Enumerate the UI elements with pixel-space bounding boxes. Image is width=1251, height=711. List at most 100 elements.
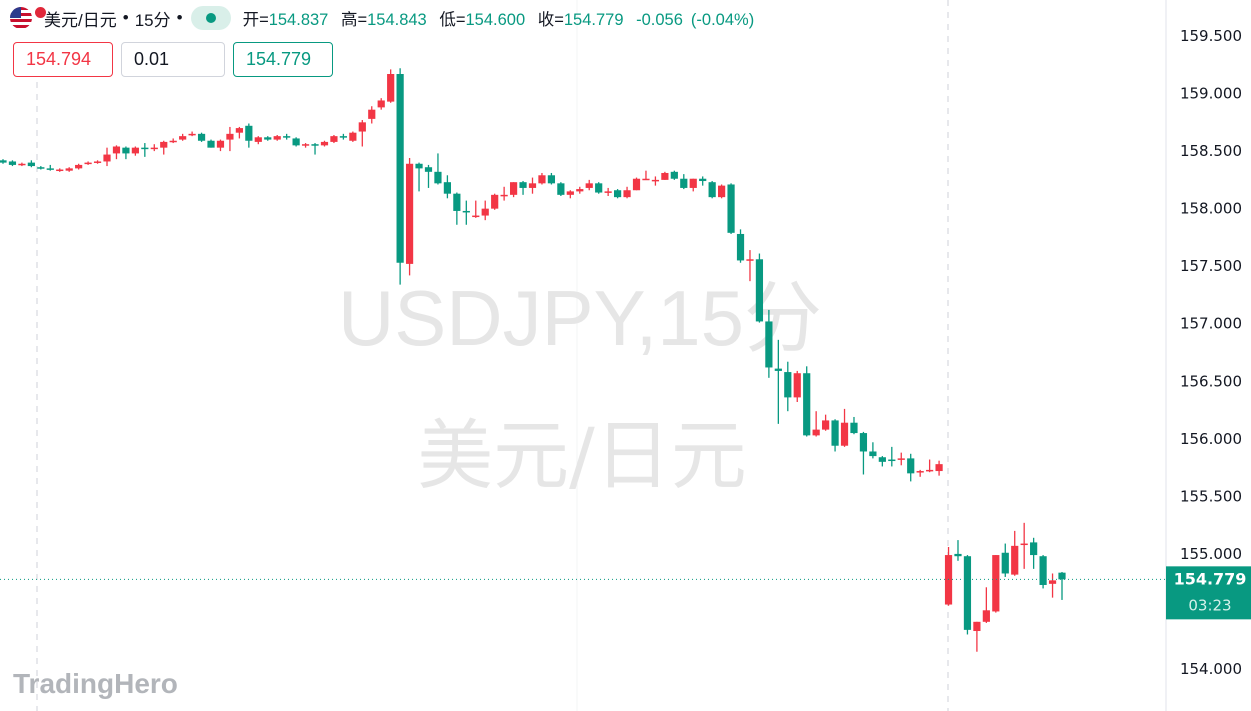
- candle: [538, 172, 546, 185]
- candle-body: [718, 185, 726, 198]
- logo: TradingHero: [13, 668, 178, 699]
- price-tick-label: 156.500: [1180, 372, 1242, 390]
- candle: [926, 459, 934, 473]
- candle: [1001, 543, 1009, 577]
- candle-body: [916, 471, 924, 473]
- candle-body: [869, 451, 877, 457]
- candle-body: [623, 190, 631, 198]
- candle-body: [613, 190, 622, 198]
- candle: [935, 460, 943, 476]
- candle: [954, 540, 962, 561]
- candle: [1039, 555, 1047, 589]
- candle: [264, 136, 272, 141]
- candle: [982, 587, 990, 623]
- candle-body: [699, 178, 707, 182]
- candle: [1030, 537, 1038, 569]
- candle-body: [784, 372, 792, 398]
- close-label: 收=: [537, 11, 564, 29]
- candle-body: [954, 553, 962, 557]
- candle: [27, 160, 35, 168]
- candle-body: [141, 147, 149, 150]
- candle-body: [1048, 580, 1057, 584]
- market-status-pill[interactable]: [190, 6, 231, 30]
- candle-body: [642, 178, 650, 181]
- candle: [254, 136, 262, 145]
- candle: [18, 162, 26, 167]
- candle: [680, 174, 688, 190]
- candle: [245, 123, 253, 148]
- candle-body: [84, 162, 92, 165]
- low-value: 154.600: [465, 11, 526, 29]
- candle-body: [1011, 545, 1019, 575]
- candle-body: [46, 168, 54, 170]
- price-tick-label: 157.000: [1180, 315, 1242, 333]
- candle: [320, 140, 329, 147]
- sell-button[interactable]: 154.794: [13, 42, 113, 77]
- candle: [718, 184, 726, 199]
- candle-body: [65, 168, 73, 171]
- candle: [169, 138, 177, 144]
- price-tick-label: 157.500: [1180, 257, 1242, 275]
- buy-button[interactable]: 154.779: [233, 42, 333, 77]
- candle: [595, 182, 603, 194]
- candle-body: [405, 163, 414, 264]
- jp-flag-icon: [34, 6, 47, 19]
- candle-body: [727, 184, 735, 233]
- candle: [339, 133, 347, 140]
- candle: [831, 419, 839, 452]
- candle: [869, 442, 877, 459]
- candle-body: [339, 136, 347, 138]
- candle: [500, 186, 508, 201]
- candle: [235, 126, 243, 139]
- candle: [330, 134, 338, 144]
- candle-body: [93, 161, 102, 163]
- watermark-symbol: USDJPY,15分: [338, 274, 822, 362]
- candle-body: [75, 164, 83, 169]
- candle: [1011, 530, 1019, 576]
- candle-body: [197, 133, 206, 141]
- candle-body: [888, 459, 896, 462]
- candle: [755, 253, 764, 323]
- candle-body: [56, 169, 64, 172]
- candle: [216, 139, 225, 152]
- high-label: 高=: [340, 11, 368, 29]
- candle: [93, 160, 102, 164]
- candle-body: [0, 160, 7, 163]
- candle-body: [689, 178, 697, 188]
- candle-body: [424, 167, 433, 172]
- candle-body: [547, 175, 556, 184]
- high-value: 154.843: [367, 11, 427, 29]
- candle: [812, 411, 820, 437]
- candle: [8, 160, 17, 167]
- separator: •: [176, 8, 183, 27]
- candle: [1048, 573, 1057, 598]
- candle-body: [840, 422, 849, 446]
- candle-body: [122, 147, 130, 154]
- candle-body: [169, 140, 177, 143]
- watermark-name: 美元/日元: [417, 411, 747, 500]
- candle-body: [1020, 543, 1028, 546]
- candle: [888, 446, 896, 467]
- us-flag-icon: [10, 7, 32, 29]
- price-ticks: 159.500 159.000 158.500 158.000 157.500 157.0…: [1180, 27, 1242, 678]
- candle-body: [992, 555, 1000, 612]
- interval[interactable]: 15分: [134, 10, 171, 30]
- candle: [226, 126, 234, 152]
- symbol-name[interactable]: 美元/日元: [44, 10, 117, 30]
- quantity-input[interactable]: 0.01: [121, 42, 225, 77]
- candle-body: [491, 194, 499, 209]
- price-tick-label: 154.000: [1180, 660, 1242, 678]
- candle-body: [576, 189, 584, 192]
- candle: [415, 162, 423, 192]
- candle: [736, 229, 745, 263]
- candle-body: [320, 141, 329, 146]
- candle: [557, 182, 565, 196]
- candle: [103, 147, 111, 167]
- candle-body: [18, 163, 26, 166]
- candle-body: [179, 136, 187, 140]
- candle-body: [538, 175, 546, 184]
- candle-body: [566, 191, 574, 195]
- candle-body: [595, 183, 603, 193]
- candle: [472, 200, 480, 218]
